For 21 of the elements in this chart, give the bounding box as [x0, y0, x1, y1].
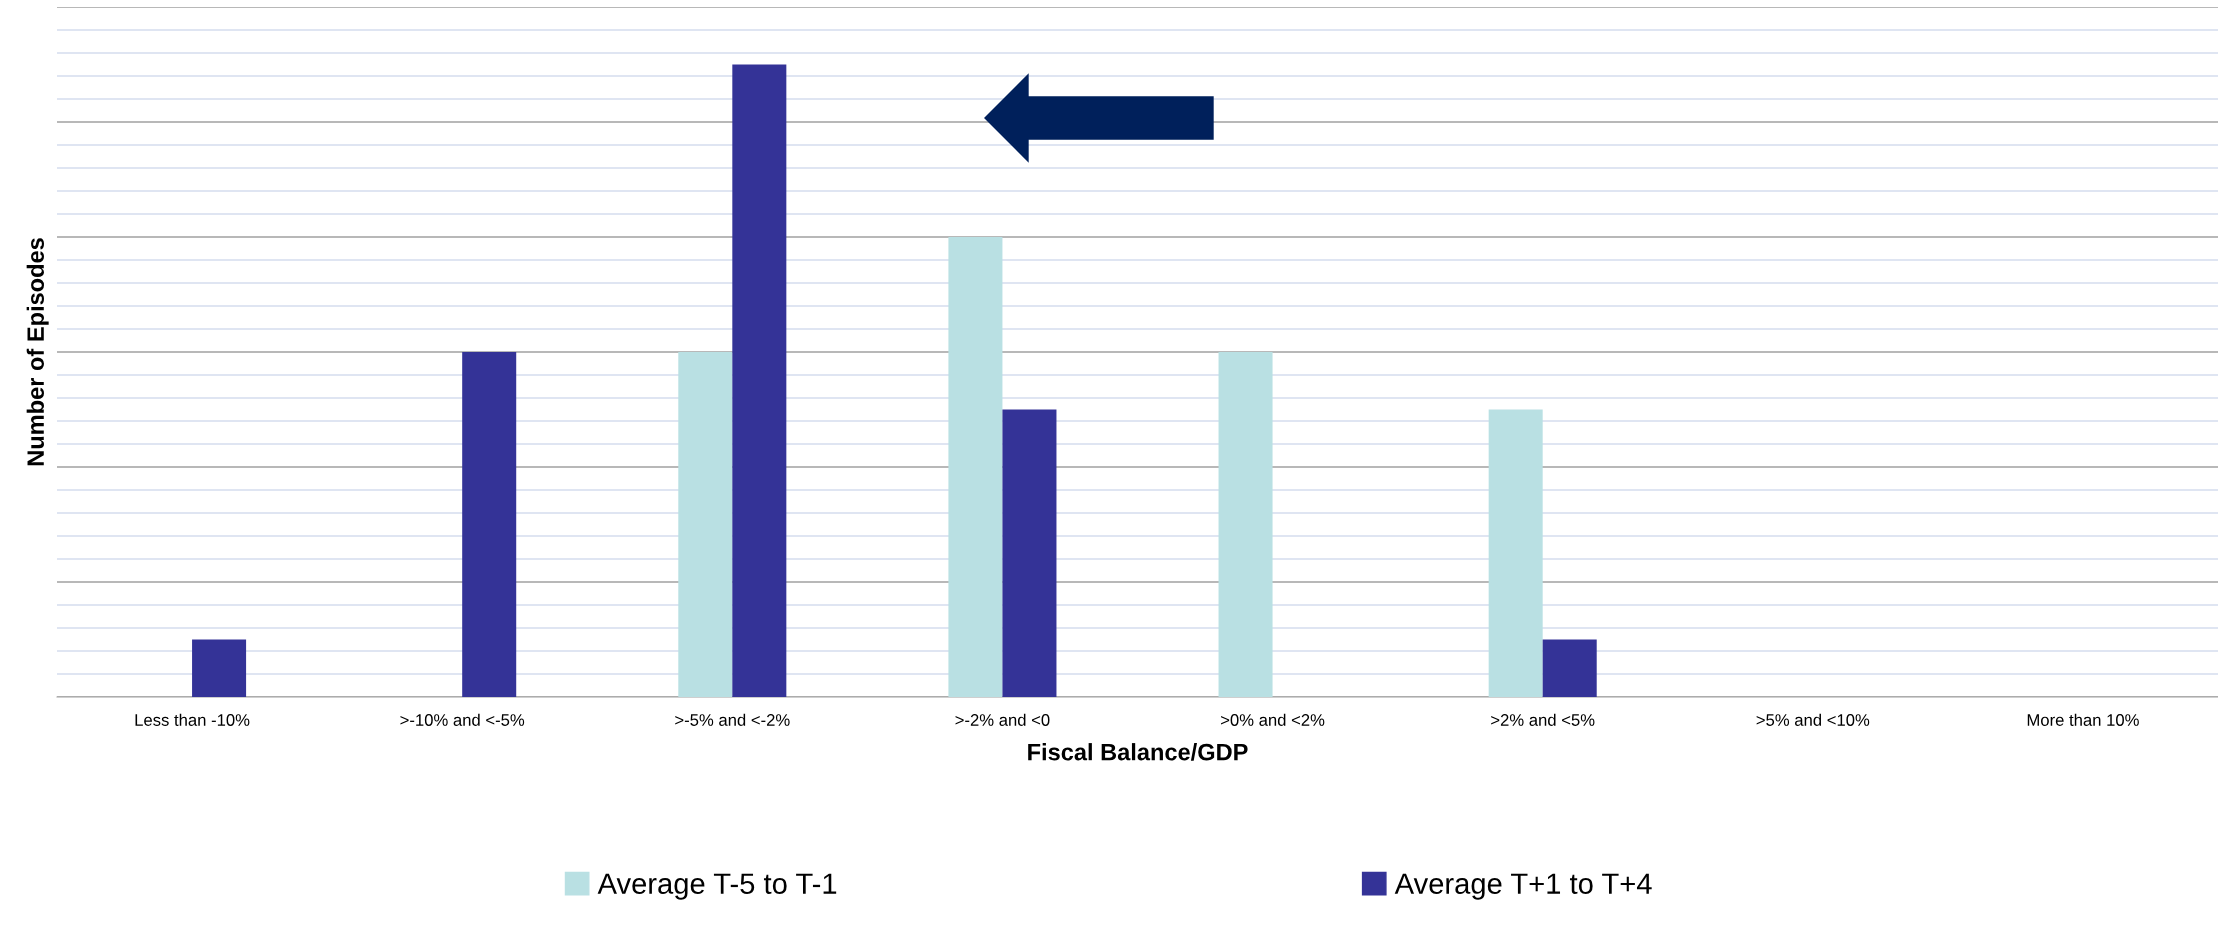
x-tick-label: >2% and <5%: [1491, 713, 1595, 726]
x-tick-label: >-2% and <0: [955, 713, 1050, 726]
bar: [1488, 409, 1543, 697]
x-tick-label: >5% and <10%: [1756, 713, 1870, 726]
bar: [1218, 351, 1273, 697]
x-tick-label: >-10% and <-5%: [400, 713, 525, 726]
bar: [1542, 639, 1597, 697]
bar: [1002, 409, 1057, 697]
x-tick-label: Less than -10%: [135, 713, 250, 726]
bar: [732, 64, 787, 697]
x-tick-label: >0% and <2%: [1221, 713, 1325, 726]
x-tick-label: More than 10%: [2027, 713, 2139, 726]
bar: [948, 236, 1003, 697]
y-axis-title: Number of Episodes: [26, 238, 49, 466]
bar: [192, 639, 247, 697]
bar: [462, 351, 517, 697]
legend-label: Average T-5 to T-1: [597, 873, 837, 900]
bar: [678, 351, 733, 697]
legend-label: Average T+1 to T+4: [1394, 873, 1652, 900]
x-tick-label: >-5% and <-2%: [675, 713, 790, 726]
x-axis-title: Fiscal Balance/GDP: [1028, 743, 1248, 761]
